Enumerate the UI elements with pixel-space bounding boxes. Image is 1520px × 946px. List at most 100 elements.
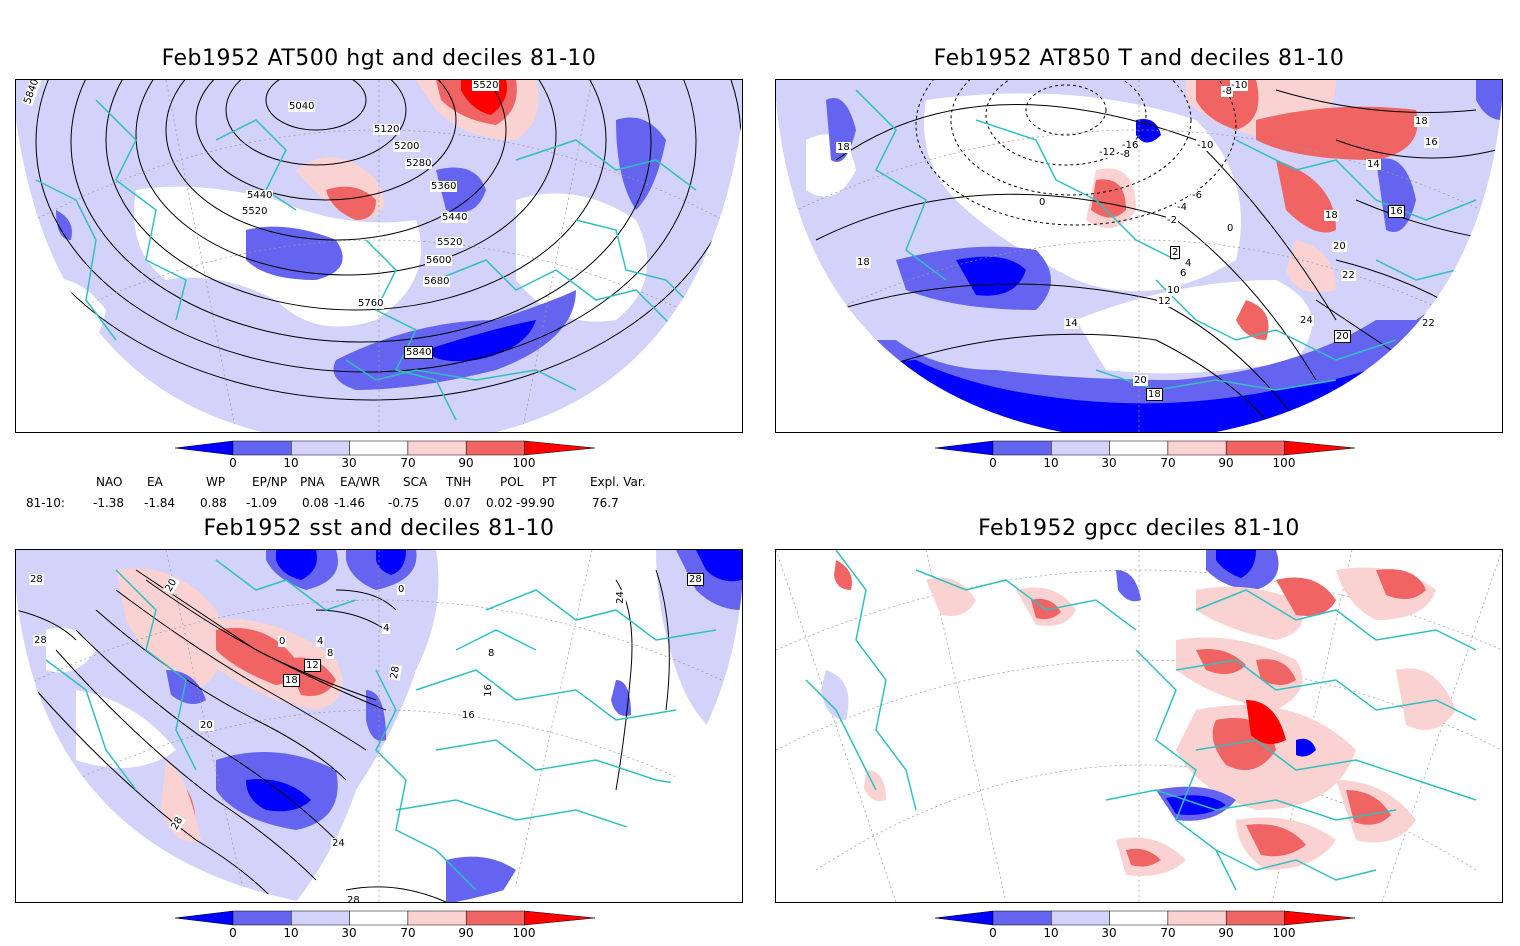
contour-label: 20 [1332,241,1347,252]
panel-1-title: Feb1952 AT500 hgt and deciles 81-10 [161,46,597,71]
contour-label: 14 [1064,318,1079,329]
colorbar-tick: 0 [229,926,237,940]
colorbar-tick: 100 [1272,926,1296,940]
contour-label: 5600 [425,255,453,266]
colorbar-segment [1051,440,1110,456]
panel-2-map-svg [776,80,1502,432]
contour-label: 28 [687,573,704,586]
contour-label: 16 [461,710,476,721]
colorbar-tick: 0 [989,926,997,940]
index-value: -1.46 [334,496,366,510]
panel-3-title: Feb1952 sst and deciles 81-10 [203,516,555,541]
colorbar-tick: 90 [458,926,474,940]
colorbar-tick: 90 [458,456,474,470]
colorbar-tick: 100 [512,456,536,470]
contour-label: 5520 [241,206,269,217]
index-name: NAO [96,475,123,489]
panel-1-colorbar: 0 10 30 70 90 100 [175,440,595,476]
colorbar-tick: 10 [283,926,299,940]
contour-label: 8 [487,648,496,659]
panel-4-map[interactable] [775,549,1503,903]
colorbar-segment [1167,910,1227,926]
indices-table: 81-10: NAO -1.38 EA -1.84 WP 0.88 EP/NP … [0,475,760,515]
colorbar-tick: 0 [229,456,237,470]
colorbar-segment [992,440,1052,456]
contour-label: -10 [1230,80,1249,91]
contour-label: -10 [1196,140,1215,151]
colorbar-svg [935,440,1355,456]
colorbar-arrow-low [175,440,234,456]
colorbar-segment [1167,440,1227,456]
colorbar-segment [349,440,409,456]
contour-label: 5520 [436,237,464,248]
index-name: EA/WR [340,475,381,489]
colorbar-tick: 70 [1160,926,1176,940]
contour-label: 12 [1157,296,1172,307]
contour-label: -2 [1166,215,1178,226]
colorbar-tick: 30 [341,456,357,470]
panel-3-map-svg [16,550,742,902]
colorbar-arrow-high [524,910,595,926]
colorbar-segment [992,910,1052,926]
colorbar-segment [465,440,525,456]
contour-label: 24 [614,590,626,605]
colorbar-tick: 30 [341,926,357,940]
colorbar-segment [232,910,292,926]
colorbar-segment [349,910,409,926]
contour-label: 4 [382,623,391,634]
contour-label: -6 [1191,190,1203,201]
panel-2-map[interactable]: -10 -8 -10 -12 -16 -8 -6 -4 -2 0 0 2 4 6… [775,79,1503,433]
index-value: 0.88 [200,496,227,510]
colorbar-segment [1225,440,1285,456]
contour-label: 5840 [404,346,434,359]
index-value: 0.02 [486,496,513,510]
contour-label: -4 [1176,202,1188,213]
contour-label: 20 [1334,330,1351,343]
contour-label: 24 [1299,315,1314,326]
contour-label: 10 [1166,285,1181,296]
index-name: EA [147,475,163,489]
panel-3-map[interactable]: 28 28 20 0 4 8 12 18 20 24 28 28 28 24 8… [15,549,743,903]
contour-label: 18 [836,142,851,153]
contour-label: 18 [1414,116,1429,127]
contour-label: 18 [1324,210,1339,221]
colorbar-arrow-low [175,910,234,926]
panel-1-map[interactable]: 5840 5040 5120 5200 5280 5360 5440 5520 … [15,79,743,433]
colorbar-arrow-high [524,440,595,456]
contour-label: 0 [1226,223,1235,234]
contour-label: 16 [1424,137,1439,148]
colorbar-tick: 90 [1218,926,1234,940]
colorbar-tick: 100 [1272,456,1296,470]
index-value: 76.7 [592,496,619,510]
contour-label: 6 [1179,268,1188,279]
panel-3-colorbar: 0 10 30 70 90 100 [175,910,595,946]
colorbar-segment [291,910,350,926]
contour-label: 20 [1133,375,1148,386]
contour-label: 5440 [441,212,469,223]
contour-label: 5200 [393,141,421,152]
panel-2-title: Feb1952 AT850 T and deciles 81-10 [933,46,1345,71]
contour-label: 4 [1184,258,1193,269]
contour-label: 28 [29,574,44,585]
colorbar-segment [465,910,525,926]
colorbar-svg [175,910,595,926]
contour-label: 2 [1170,246,1181,259]
index-value: -0.75 [388,496,420,510]
panel-4-map-svg [776,550,1502,902]
contour-label: 5520 [472,80,500,91]
colorbar-segment [1051,910,1110,926]
colorbar-tick: 0 [989,456,997,470]
colorbar-tick: 10 [1043,456,1059,470]
colorbar-tick: 70 [400,926,416,940]
contour-label: 5040 [288,101,316,112]
index-name: PT [542,475,557,489]
contour-label: 18 [283,674,300,687]
colorbar-segment [407,440,467,456]
contour-label: 22 [1421,318,1436,329]
contour-label: 18 [1146,388,1163,401]
contour-label: 0 [1038,197,1047,208]
colorbar-segment [1109,440,1169,456]
contour-label: 5280 [405,158,433,169]
contour-label: 16 [482,683,494,698]
colorbar-tick: 10 [1043,926,1059,940]
